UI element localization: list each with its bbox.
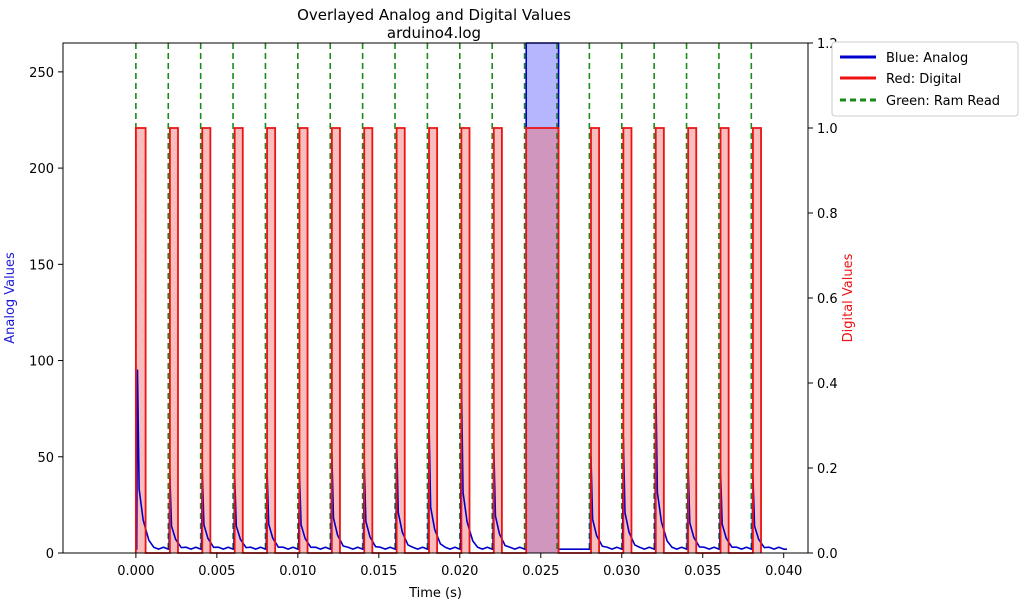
x-tick-label: 0.025	[522, 564, 559, 579]
digital-pulse-fill	[396, 128, 405, 553]
legend-entry-ram-read: Green: Ram Read	[886, 94, 1000, 109]
digital-pulse-fill	[135, 128, 146, 553]
y-tick-label-right: 0.4	[817, 377, 838, 392]
y-tick-label-left: 250	[29, 66, 54, 81]
digital-pulse-fill	[364, 128, 373, 553]
y-tick-label-left: 150	[29, 258, 54, 273]
ram-read-lines	[135, 43, 753, 553]
y-tick-label-right: 0.2	[817, 462, 838, 477]
digital-pulse-fill	[493, 128, 502, 553]
y-tick-label-right: 0.8	[817, 207, 838, 222]
y-tick-label-right: 0.6	[817, 292, 838, 307]
x-tick-label: 0.010	[279, 564, 316, 579]
y-axis-label-right: Digital Values	[841, 253, 856, 342]
digital-pulse-fill	[752, 128, 762, 553]
y-axis-label-left: Analog Values	[3, 252, 18, 344]
digital-pulse-fill	[169, 128, 178, 553]
digital-pulse-fill	[623, 128, 632, 553]
x-tick-label: 0.005	[198, 564, 235, 579]
digital-pulse-fill	[526, 128, 559, 553]
fills-layer	[135, 43, 762, 553]
digital-series-line	[134, 127, 762, 554]
y-axis-left: 0 50 100 150 200 250	[29, 66, 63, 562]
legend-entry-digital: Red: Digital	[886, 72, 961, 87]
x-tick-label: 0.035	[684, 564, 721, 579]
digital-pulse-fill	[331, 128, 340, 553]
chart-title: Overlayed Analog and Digital Values	[297, 6, 571, 24]
legend-frame	[831, 41, 1019, 117]
y-tick-label-left: 200	[29, 162, 54, 177]
digital-pulse-fill	[720, 128, 729, 553]
y-tick-label-left: 50	[37, 451, 54, 466]
digital-layer	[134, 127, 762, 554]
digital-pulse-fill	[429, 128, 438, 553]
digital-pulse-fill	[590, 128, 600, 553]
x-tick-label: 0.020	[441, 564, 478, 579]
y-tick-label-left: 0	[46, 547, 54, 562]
digital-pulse-fill	[655, 128, 664, 553]
digital-pulse-fill	[267, 128, 276, 553]
digital-pulse-fill	[299, 128, 308, 553]
legend: Blue: Analog Red: Digital Green: Ram Rea…	[831, 41, 1019, 117]
digital-pulse-fill	[234, 128, 243, 553]
digital-pulse-fill	[688, 128, 697, 553]
y-tick-label-right: 0.0	[817, 547, 838, 562]
y-tick-label-left: 100	[29, 355, 54, 370]
chart-subtitle: arduino4.log	[387, 24, 481, 42]
x-axis: 0.000 0.005 0.010 0.015 0.020 0.025 0.030 0.035…	[117, 553, 802, 579]
x-tick-label: 0.040	[765, 564, 802, 579]
y-tick-label-right: 1.0	[817, 122, 838, 137]
x-tick-label: 0.000	[117, 564, 154, 579]
legend-entry-analog: Blue: Analog	[886, 51, 968, 66]
x-axis-label: Time (s)	[408, 586, 462, 601]
x-tick-label: 0.030	[603, 564, 640, 579]
digital-pulse-fill	[202, 128, 211, 553]
x-tick-label: 0.015	[360, 564, 397, 579]
digital-pulse-fill	[461, 128, 470, 553]
